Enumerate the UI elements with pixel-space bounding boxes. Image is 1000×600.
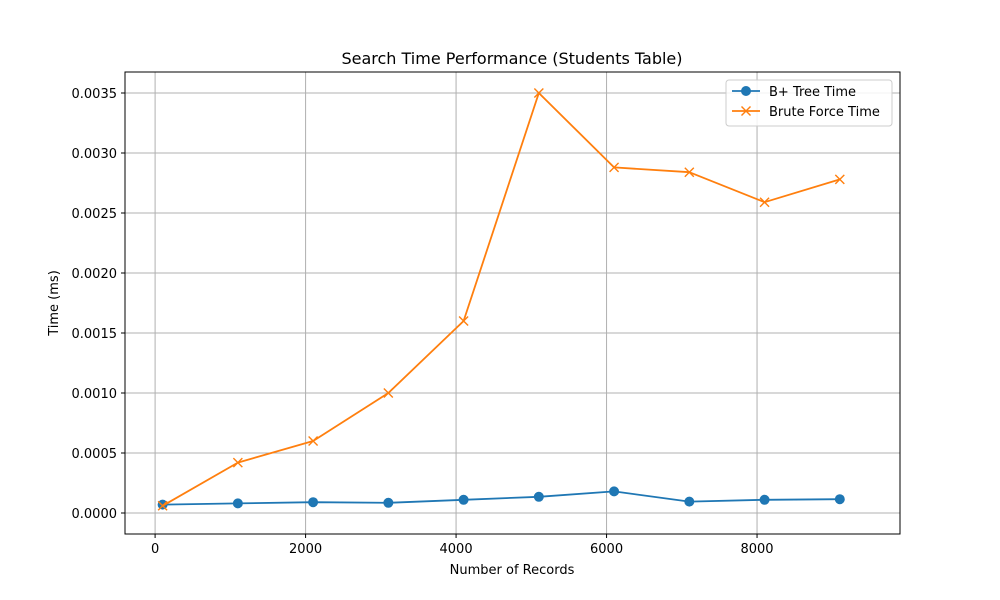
data-point xyxy=(533,88,544,98)
x-tick-label: 2000 xyxy=(289,542,322,557)
legend: B+ Tree Time Brute Force Time xyxy=(725,79,893,127)
y-tick-label: 0.0010 xyxy=(72,387,118,402)
data-point xyxy=(684,167,695,178)
data-point xyxy=(383,388,394,398)
data-point xyxy=(609,486,620,497)
y-axis-label: Time (ms) xyxy=(47,270,62,337)
plot-frame xyxy=(124,71,901,535)
x-tick-label: 8000 xyxy=(740,542,773,557)
y-tick-label: 0.0030 xyxy=(72,147,118,162)
legend-label: Brute Force Time xyxy=(769,105,880,120)
series-layer xyxy=(157,88,845,511)
x-marker-stroke xyxy=(308,436,319,446)
data-point xyxy=(157,500,168,511)
x-axis-label: Number of Records xyxy=(450,563,575,578)
x-marker-stroke xyxy=(533,88,544,98)
series-0 xyxy=(157,486,845,510)
data-point xyxy=(383,497,394,508)
y-tick-label: 0.0025 xyxy=(72,207,118,222)
data-point xyxy=(232,498,243,509)
x-marker-stroke xyxy=(759,197,770,208)
data-point xyxy=(834,494,845,505)
grid xyxy=(125,72,900,534)
y-tick-label: 0.0005 xyxy=(72,447,118,462)
data-point xyxy=(684,496,695,507)
y-tick-label: 0.0000 xyxy=(72,507,118,522)
data-point xyxy=(533,491,544,502)
chart-title: Search Time Performance (Students Table) xyxy=(341,49,682,68)
y-tick-label: 0.0020 xyxy=(72,267,118,282)
data-point xyxy=(232,457,243,468)
x-marker-stroke xyxy=(609,162,620,173)
legend-marker xyxy=(741,86,751,96)
data-point xyxy=(458,316,469,326)
series-line xyxy=(162,490,840,506)
x-marker-stroke xyxy=(834,174,845,185)
x-tick-label: 0 xyxy=(151,542,159,557)
data-point xyxy=(609,162,620,173)
x-marker-stroke xyxy=(458,316,469,326)
legend-box xyxy=(725,79,893,127)
x-tick-label: 4000 xyxy=(440,542,473,557)
x-tick-label: 6000 xyxy=(590,542,623,557)
x-marker-stroke xyxy=(684,167,695,178)
data-point xyxy=(308,497,319,508)
legend-marker xyxy=(741,106,751,116)
y-tick-label: 0.0035 xyxy=(72,87,118,102)
x-marker-stroke xyxy=(232,457,243,468)
x-marker-stroke xyxy=(741,106,751,116)
data-point xyxy=(157,499,168,510)
legend-item-1: Brute Force Time xyxy=(732,105,880,120)
legend-label: B+ Tree Time xyxy=(769,85,856,100)
x-marker-stroke xyxy=(383,388,394,398)
legend-item-0: B+ Tree Time xyxy=(732,85,856,100)
data-point xyxy=(759,197,770,208)
data-point xyxy=(759,494,770,505)
data-point xyxy=(458,494,469,505)
series-1 xyxy=(157,88,845,511)
series-line xyxy=(162,92,841,507)
data-point xyxy=(308,436,319,446)
data-point xyxy=(834,174,845,185)
ticks: 0 2000 4000 6000 8000 0.0000 0.0005 0.0010 0.001… xyxy=(72,87,774,557)
x-marker-stroke xyxy=(157,500,168,511)
y-tick-label: 0.0015 xyxy=(72,327,118,342)
